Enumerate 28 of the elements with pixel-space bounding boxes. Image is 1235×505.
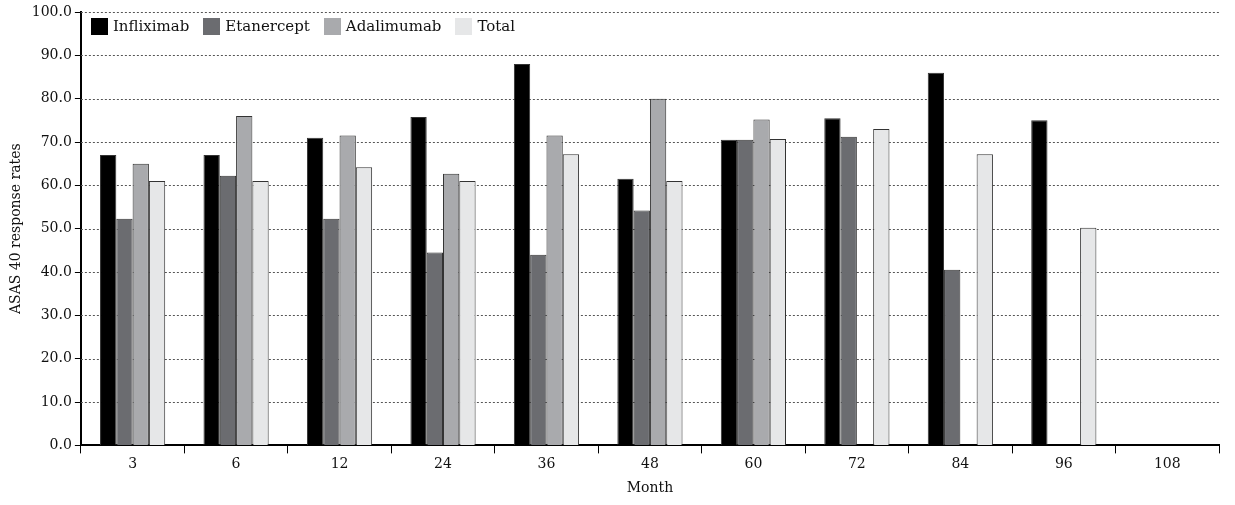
y-tick-label: 100.0 <box>31 2 72 19</box>
x-tick-label: 6 <box>231 455 241 472</box>
x-tick-label: 24 <box>434 455 452 472</box>
x-tick-label: 60 <box>744 455 763 472</box>
x-axis-title: Month <box>626 479 674 496</box>
y-tick-label: 40.0 <box>40 262 72 279</box>
y-tick-label: 50.0 <box>40 219 72 236</box>
y-tick-label: 80.0 <box>40 89 72 106</box>
y-tick-label: 0.0 <box>49 436 72 453</box>
y-tick-label: 10.0 <box>40 392 72 409</box>
x-tick-label: 36 <box>537 455 556 472</box>
y-tick-label: 90.0 <box>40 45 72 62</box>
legend-label: Total <box>477 17 516 35</box>
legend-label: Adalimumab <box>345 17 442 35</box>
legend-label: Etanercept <box>225 17 310 35</box>
y-tick-label: 20.0 <box>40 349 72 366</box>
y-tick-label: 70.0 <box>40 132 72 149</box>
y-tick-label: 30.0 <box>40 306 72 323</box>
x-tick-label: 108 <box>1153 455 1181 472</box>
y-tick-label: 60.0 <box>40 176 72 192</box>
x-tick-label: 3 <box>128 455 138 472</box>
legend-label: Infliximab <box>112 17 190 35</box>
x-tick-label: 96 <box>1054 455 1073 472</box>
x-tick-label: 84 <box>951 455 970 472</box>
x-tick-label: 12 <box>330 455 349 472</box>
x-tick-label: 48 <box>641 455 659 472</box>
y-axis-title: ASAS 40 response rates <box>7 143 24 316</box>
x-tick-label: 72 <box>847 455 866 472</box>
